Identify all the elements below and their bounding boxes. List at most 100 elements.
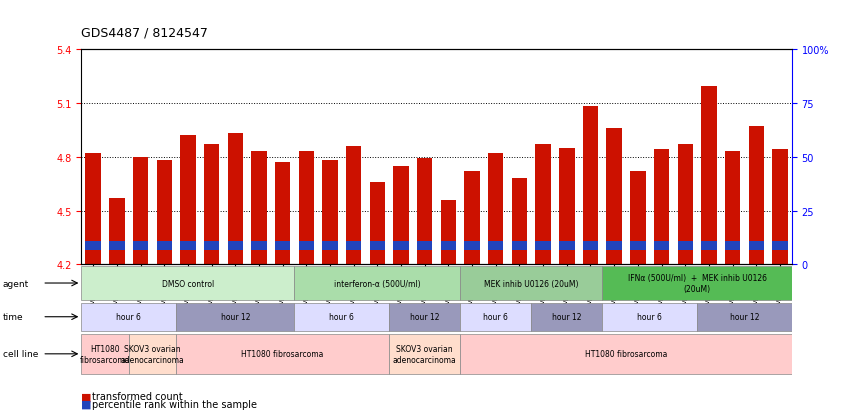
Text: hour 6: hour 6 [116,313,141,321]
Text: HT1080 fibrosarcoma: HT1080 fibrosarcoma [585,349,667,358]
Bar [461,266,603,300]
Text: interferon-α (500U/ml): interferon-α (500U/ml) [334,279,420,288]
Bar [697,303,792,331]
Bar [630,242,645,250]
Bar [110,242,124,250]
Bar [133,242,148,250]
Text: hour 6: hour 6 [637,313,663,321]
Bar [299,242,314,250]
Bar [346,147,361,265]
Bar [583,242,598,250]
Bar [441,242,456,250]
Bar [294,303,389,331]
Bar [465,171,479,265]
Bar [559,242,574,250]
Bar [461,334,792,374]
Text: hour 12: hour 12 [410,313,439,321]
Bar [749,127,764,265]
Text: agent: agent [3,279,29,288]
Bar [323,161,337,265]
Text: time: time [3,313,23,321]
Bar [204,145,219,265]
Text: hour 6: hour 6 [330,313,354,321]
Bar [389,303,461,331]
Bar [133,157,148,265]
Bar [128,334,176,374]
Text: percentile rank within the sample: percentile rank within the sample [92,399,258,409]
Bar [81,303,176,331]
Bar [772,242,788,250]
Bar [559,148,574,265]
Bar [701,242,716,250]
Bar [512,242,527,250]
Text: hour 6: hour 6 [484,313,508,321]
Bar [607,128,621,265]
Text: hour 12: hour 12 [552,313,581,321]
Bar [228,134,243,265]
Bar [461,303,532,331]
Bar [678,242,693,250]
Bar [603,266,792,300]
Bar [725,242,740,250]
Bar [252,152,266,265]
Bar [157,161,172,265]
Text: SKOV3 ovarian
adenocarcinoma: SKOV3 ovarian adenocarcinoma [393,344,456,363]
Bar [532,303,603,331]
Bar [275,163,290,265]
Bar [176,334,389,374]
Text: GDS4487 / 8124547: GDS4487 / 8124547 [81,26,208,39]
Bar [176,303,294,331]
Bar [294,266,461,300]
Text: hour 12: hour 12 [729,313,759,321]
Bar [603,303,697,331]
Bar [228,242,243,250]
Bar [81,266,294,300]
Bar [465,242,479,250]
Bar [86,242,101,250]
Bar [417,159,432,265]
Bar [394,242,408,250]
Bar [394,166,408,265]
Text: hour 12: hour 12 [221,313,250,321]
Text: transformed count: transformed count [92,392,183,401]
Text: ■: ■ [81,399,92,409]
Bar [417,242,432,250]
Bar [536,145,550,265]
Bar [441,200,456,265]
Bar [512,179,527,265]
Bar [181,135,195,265]
Bar [583,107,598,265]
Bar [389,334,461,374]
Text: IFNα (500U/ml)  +  MEK inhib U0126
(20uM): IFNα (500U/ml) + MEK inhib U0126 (20uM) [627,274,767,293]
Bar [252,242,266,250]
Bar [654,242,669,250]
Bar [275,242,290,250]
Bar [110,199,124,265]
Bar [678,145,693,265]
Bar [725,152,740,265]
Bar [749,242,764,250]
Bar [86,154,101,265]
Bar [204,242,219,250]
Text: cell line: cell line [3,349,38,358]
Bar [654,150,669,265]
Text: SKOV3 ovarian
adenocarcinoma: SKOV3 ovarian adenocarcinoma [121,344,184,363]
Bar [701,87,716,265]
Bar [607,242,621,250]
Bar [488,242,503,250]
Text: HT1080
fibrosarcoma: HT1080 fibrosarcoma [80,344,130,363]
Bar [370,182,385,265]
Bar [488,154,503,265]
Bar [370,242,385,250]
Bar [81,334,128,374]
Bar [630,171,645,265]
Bar [323,242,337,250]
Text: HT1080 fibrosarcoma: HT1080 fibrosarcoma [241,349,324,358]
Text: ■: ■ [81,392,92,401]
Bar [346,242,361,250]
Bar [772,150,788,265]
Bar [536,242,550,250]
Text: MEK inhib U0126 (20uM): MEK inhib U0126 (20uM) [484,279,579,288]
Text: DMSO control: DMSO control [162,279,214,288]
Bar [181,242,195,250]
